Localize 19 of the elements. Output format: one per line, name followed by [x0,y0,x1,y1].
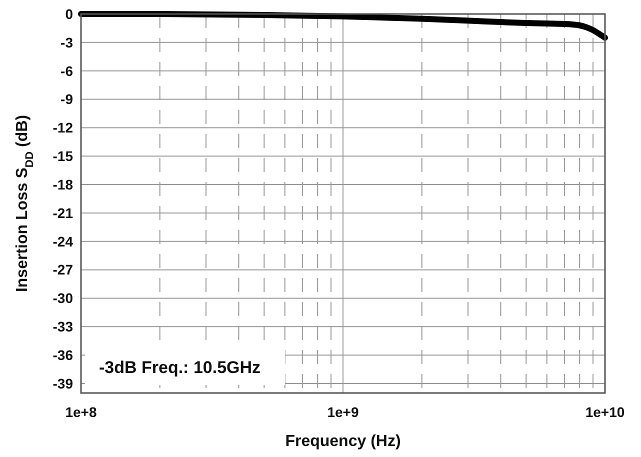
y-tick-label: -36 [52,347,74,363]
y-tick-label: -15 [52,148,74,164]
y-tick-label: -30 [52,290,74,306]
y-tick-label: -21 [52,204,74,221]
y-tick-label: -12 [52,120,74,136]
y-tick-label: -27 [52,262,74,278]
y-tick-label: -33 [52,318,74,335]
x-tick-label: 1e+10 [585,404,625,420]
y-tick-label: -24 [52,233,74,250]
x-tick-label: 1e+8 [65,404,97,420]
x-tick-label: 1e+9 [327,404,359,420]
y-tick-label: -3 [60,34,74,50]
y-tick-label: -9 [60,91,74,108]
x-axis-title: Frequency (Hz) [285,433,401,450]
annotation: -3dB Freq.: 10.5GHz [99,358,261,377]
y-tick-label: -39 [52,375,74,392]
y-tick-label: -18 [52,176,74,192]
y-tick-label: -6 [60,62,74,79]
y-tick-label: 0 [65,6,74,22]
